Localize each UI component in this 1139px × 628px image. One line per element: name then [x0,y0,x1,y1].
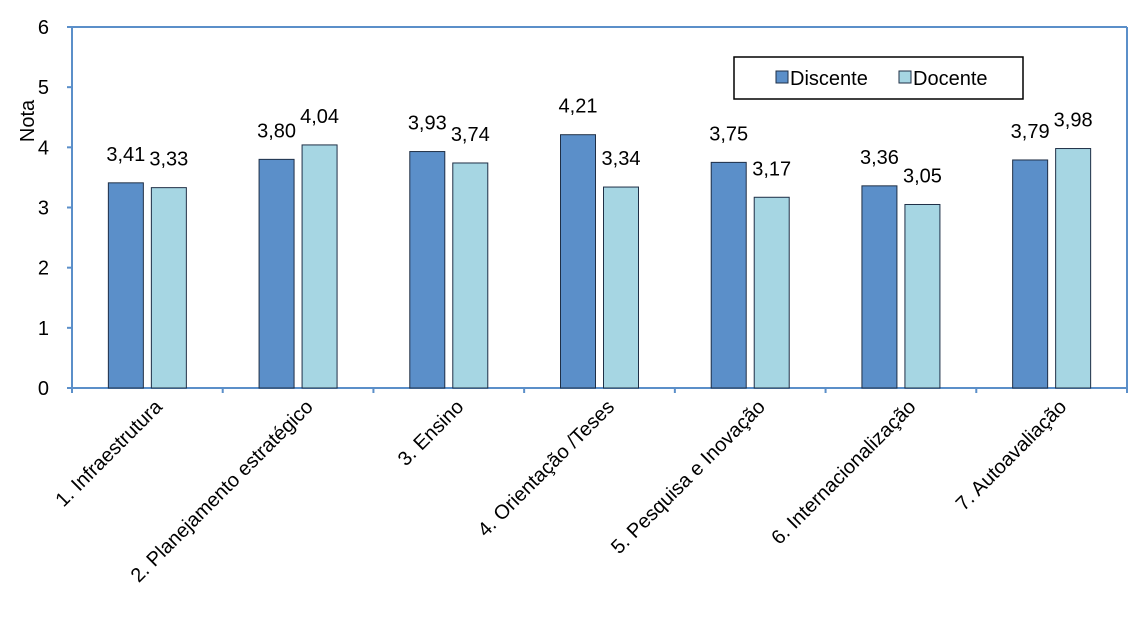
y-tick-label: 0 [38,378,49,400]
x-axis [71,387,1128,393]
legend: Discente Docente [733,56,1024,100]
bar-discente-6 [861,185,898,389]
y-tick-label: 4 [38,137,49,159]
bar-docente-6 [904,203,941,389]
data-label-docente-2: 4,04 [300,106,339,128]
category-label-6: 6. Internacionalização [767,396,920,549]
data-label-discente-7: 3,79 [1011,121,1050,143]
data-label-docente-5: 3,17 [752,158,791,180]
category-label-2: 2. Planejamento estratégico [127,396,318,587]
data-labels: 3,41 3,33 3,804,04 3,933,74 4,21 3,34 3,753,17… [106,96,1092,188]
y-axis-title: Nota [17,99,39,142]
category-label-3: 3. Ensino [394,396,469,471]
bar-docente-4 [603,186,639,389]
bar-discente-2 [258,158,295,389]
bar-discente-5 [710,161,747,389]
data-label-discente-2: 3,80 [257,120,296,142]
data-label-discente-6: 3,36 [860,147,899,169]
y-tick-label: 5 [38,77,49,99]
category-label-5: 5. Pesquisa e Inovação [607,396,770,559]
bar-docente-5 [753,196,790,389]
bar-docente-2 [301,144,338,389]
bar-docente-1 [150,187,187,389]
y-tick-label: 6 [38,17,49,39]
y-tick-label: 1 [38,318,49,340]
category-label-4: 4. Orientação /Teses [474,396,619,541]
legend-label-docente: Docente [913,68,988,90]
y-axis: 0 1 2 3 4 5 6 [38,17,73,400]
category-label-1: 1. Infraestrutura [52,395,168,511]
bar-discente-3 [409,151,446,389]
data-label-discente-3: 3,93 [408,113,447,135]
plot-frame [72,26,1128,388]
data-label-docente-4: 3,34 [602,148,641,170]
data-label-docente-3: 3,74 [451,124,490,146]
legend-swatch-docente [898,70,912,84]
bar-discente-4 [560,134,596,389]
category-label-7: 7. Autoavaliação [952,396,1071,515]
bars [107,134,1092,389]
bar-docente-3 [452,162,489,389]
data-label-docente-6: 3,05 [903,165,942,187]
y-tick-label: 2 [38,258,49,280]
bar-discente-7 [1012,159,1049,389]
data-label-docente-7: 3,98 [1054,110,1093,132]
y-tick-label: 3 [38,198,49,220]
bar-discente-1 [107,182,144,389]
data-label-docente-1: 3,33 [149,149,188,171]
legend-swatch-discente [775,70,789,84]
data-label-discente-4: 4,21 [559,96,598,118]
data-label-discente-5: 3,75 [709,123,748,145]
bar-docente-7 [1055,148,1092,389]
data-label-discente-1: 3,41 [106,144,145,166]
legend-label-discente: Discente [790,68,868,90]
